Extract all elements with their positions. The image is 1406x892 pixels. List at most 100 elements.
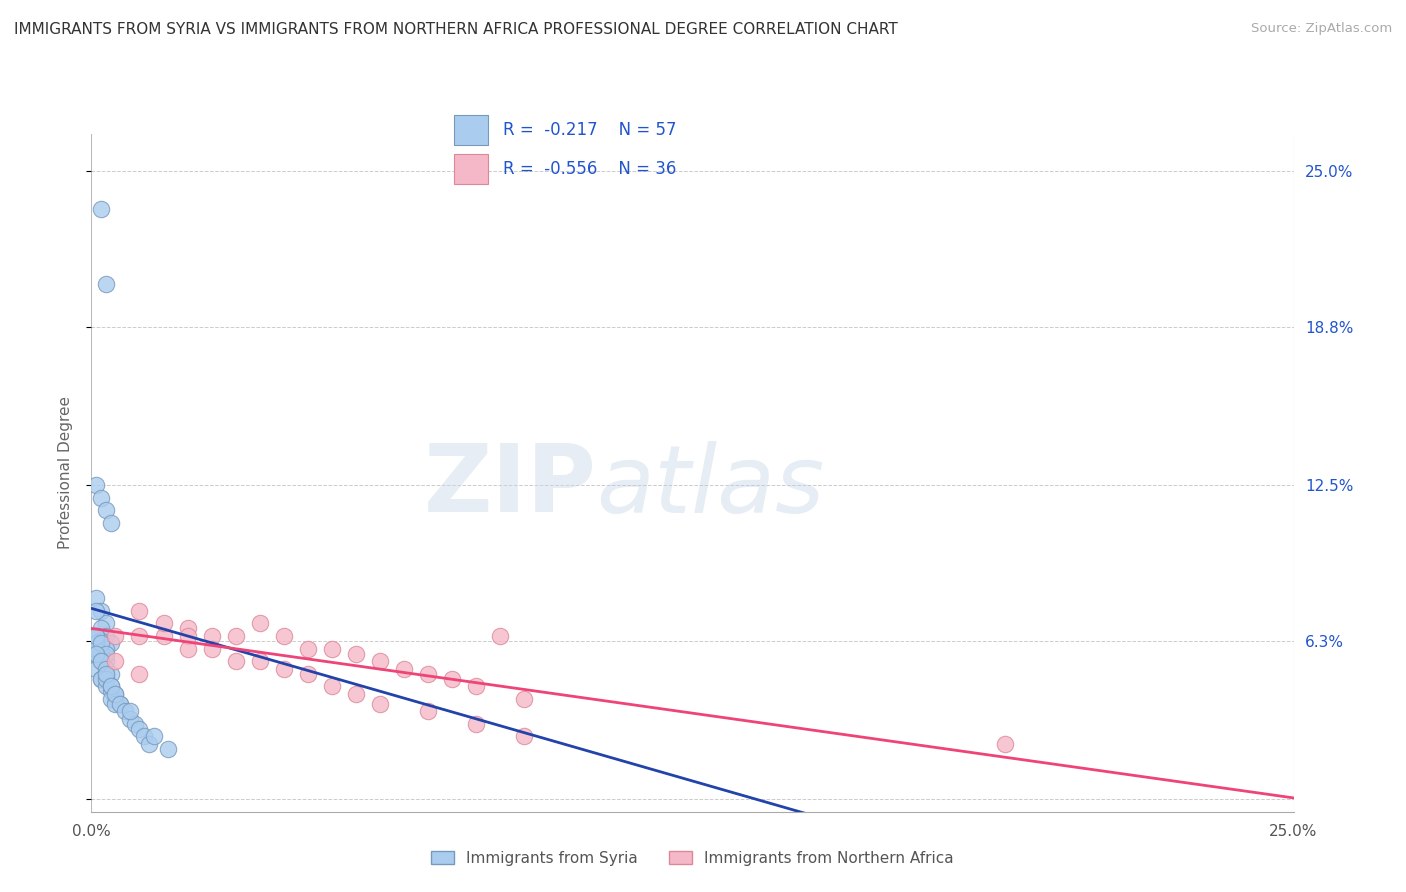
Point: [90, 636, 112, 650]
Point: [84, 641, 107, 656]
Text: atlas: atlas: [596, 441, 824, 532]
Point: [465, 679, 488, 693]
Point: [104, 697, 127, 711]
Y-axis label: Professional Degree: Professional Degree: [58, 396, 73, 549]
Point: [90, 634, 112, 648]
Point: [416, 666, 439, 681]
Point: [994, 737, 1017, 751]
Point: [114, 704, 136, 718]
Point: [100, 679, 122, 693]
Point: [94, 277, 117, 292]
Point: [100, 516, 122, 530]
Point: [176, 629, 198, 643]
Point: [90, 622, 112, 636]
Point: [513, 691, 536, 706]
Point: [344, 647, 367, 661]
Point: [392, 662, 415, 676]
Point: [138, 737, 160, 751]
Point: [84, 636, 107, 650]
Point: [110, 697, 132, 711]
Point: [100, 679, 122, 693]
Point: [90, 672, 112, 686]
Point: [128, 722, 150, 736]
Point: [157, 742, 180, 756]
Point: [201, 629, 224, 643]
Point: [128, 666, 150, 681]
Point: [100, 636, 122, 650]
Point: [104, 687, 127, 701]
Point: [249, 654, 271, 668]
Point: [90, 491, 112, 505]
Point: [90, 654, 112, 668]
Point: [513, 730, 536, 744]
Point: [94, 672, 117, 686]
Point: [104, 687, 127, 701]
Point: [152, 616, 174, 631]
Point: [176, 641, 198, 656]
Point: [249, 616, 271, 631]
Point: [100, 666, 122, 681]
Point: [142, 730, 165, 744]
Point: [225, 629, 247, 643]
Point: [84, 629, 107, 643]
Point: [94, 666, 117, 681]
Point: [201, 641, 224, 656]
Point: [124, 716, 146, 731]
Point: [273, 662, 295, 676]
Point: [84, 662, 107, 676]
Point: [225, 654, 247, 668]
Point: [94, 616, 117, 631]
Text: IMMIGRANTS FROM SYRIA VS IMMIGRANTS FROM NORTHERN AFRICA PROFESSIONAL DEGREE COR: IMMIGRANTS FROM SYRIA VS IMMIGRANTS FROM…: [14, 22, 898, 37]
Point: [118, 712, 141, 726]
Point: [344, 687, 367, 701]
Point: [94, 654, 117, 668]
Point: [110, 697, 132, 711]
Point: [94, 662, 117, 676]
Point: [100, 684, 122, 698]
Point: [321, 641, 343, 656]
Point: [94, 666, 117, 681]
Point: [489, 629, 512, 643]
Point: [84, 629, 107, 643]
Point: [84, 591, 107, 606]
Bar: [454, 153, 488, 184]
Point: [416, 704, 439, 718]
Point: [297, 641, 319, 656]
Point: [152, 629, 174, 643]
Point: [100, 691, 122, 706]
Point: [94, 629, 117, 643]
Point: [104, 629, 127, 643]
Point: [368, 654, 391, 668]
Point: [128, 604, 150, 618]
Point: [465, 716, 488, 731]
Point: [84, 647, 107, 661]
Text: R =  -0.556    N = 36: R = -0.556 N = 36: [502, 160, 676, 178]
Point: [118, 704, 141, 718]
Point: [297, 666, 319, 681]
Point: [94, 641, 117, 656]
Text: Source: ZipAtlas.com: Source: ZipAtlas.com: [1251, 22, 1392, 36]
Point: [176, 622, 198, 636]
Text: ZIP: ZIP: [423, 441, 596, 533]
Legend: Immigrants from Syria, Immigrants from Northern Africa: Immigrants from Syria, Immigrants from N…: [425, 845, 960, 871]
Point: [84, 478, 107, 492]
Point: [128, 629, 150, 643]
Point: [84, 604, 107, 618]
Point: [368, 697, 391, 711]
Point: [94, 503, 117, 517]
Point: [90, 654, 112, 668]
Point: [84, 647, 107, 661]
Point: [273, 629, 295, 643]
Point: [104, 691, 127, 706]
Point: [440, 672, 463, 686]
Point: [134, 730, 156, 744]
Point: [90, 202, 112, 216]
Point: [90, 604, 112, 618]
Point: [90, 647, 112, 661]
Point: [94, 679, 117, 693]
Point: [90, 672, 112, 686]
Point: [321, 679, 343, 693]
Bar: [454, 115, 488, 145]
Point: [94, 647, 117, 661]
Point: [104, 654, 127, 668]
